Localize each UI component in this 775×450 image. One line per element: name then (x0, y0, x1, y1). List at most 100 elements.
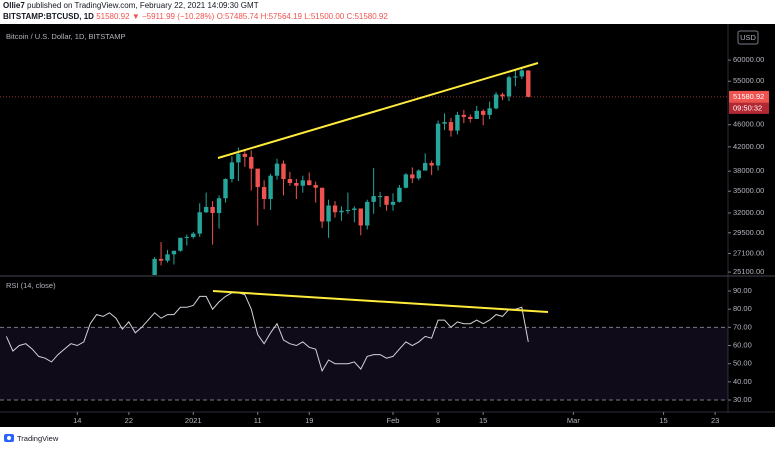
candle-body (184, 236, 190, 238)
y-tick-label: 40.00 (733, 377, 752, 386)
x-tick-label: Mar (567, 416, 580, 425)
x-tick-label: 8 (436, 416, 440, 425)
candle-body (390, 201, 396, 205)
published: published on TradingView.com, February 2… (27, 1, 259, 10)
candle-body (210, 206, 215, 214)
x-tick-label: 2021 (185, 416, 202, 425)
candle-body (319, 187, 325, 222)
trend-line (217, 62, 539, 159)
x-tick-label: 22 (125, 416, 133, 425)
candle-body (493, 94, 499, 109)
currency: USD (740, 33, 756, 42)
candle-body (500, 94, 505, 97)
candle-body (339, 210, 344, 213)
candle-body (513, 76, 518, 78)
pane-title: Bitcoin / U.S. Dollar, 1D, BITSTAMP (6, 32, 125, 41)
y-tick-label: 27100.00 (733, 248, 764, 257)
y-tick-label: 25100.00 (733, 267, 764, 276)
candle-body (429, 163, 434, 166)
x-tick-label: 14 (73, 416, 81, 425)
y-tick-label: 42000.00 (733, 142, 764, 151)
candle-body (242, 153, 248, 157)
x-tick-label: 11 (254, 416, 262, 425)
candle-body (249, 156, 254, 169)
symbol-line: BITSTAMP:BTCUSD, 1D 51580.92 ▼ −5911.99 … (3, 12, 388, 21)
y-tick-label: 29500.00 (733, 228, 764, 237)
candle-body (223, 179, 228, 199)
candle-body (165, 254, 170, 261)
candle-body (455, 114, 460, 131)
candle-body (332, 205, 338, 213)
candle-body (448, 122, 454, 131)
candle-body (191, 233, 196, 237)
candle-body (352, 208, 357, 210)
last-price-label: 51580.92 (733, 92, 764, 101)
candle-body (197, 212, 202, 234)
pane (152, 66, 531, 275)
candle-body (158, 258, 164, 261)
y-tick-label: 32000.00 (733, 208, 764, 217)
y-tick-label: 46000.00 (733, 120, 764, 129)
rsi-trend-line (212, 290, 549, 313)
candle-body (152, 258, 157, 275)
candle-body (442, 122, 447, 124)
author: Ollie7 (3, 1, 25, 10)
candle-body (236, 153, 241, 163)
candle-body (274, 163, 280, 176)
candle-body (261, 187, 267, 199)
x-tick-label: 19 (305, 416, 313, 425)
candle-body (377, 196, 383, 198)
candle-body (345, 209, 351, 211)
countdown: 09:50:32 (733, 103, 762, 112)
candle-body (468, 116, 473, 119)
price: 51580.92 (96, 12, 130, 21)
candle-body (294, 183, 299, 186)
x-tick-label: Feb (387, 416, 400, 425)
y-tick-label: 50.00 (733, 359, 752, 368)
candle-body (506, 77, 512, 97)
candle-body (397, 187, 402, 202)
candle-body (300, 180, 305, 186)
candle-body (268, 175, 273, 199)
rsi-line (5, 292, 529, 373)
y-tick-label: 35000.00 (733, 186, 764, 195)
y-tick-label: 60000.00 (733, 55, 764, 64)
candle-body (229, 162, 235, 180)
arrow: ▼ (132, 12, 140, 21)
candle-body (178, 237, 183, 251)
candle-body (474, 110, 479, 119)
candle-body (281, 163, 286, 180)
ohlc: O:57485.74 H:57564.19 L:51500.00 C:51580… (217, 12, 389, 21)
candle-body (287, 179, 293, 184)
candle-body (416, 170, 421, 179)
header-line: Ollie7 published on TradingView.com, Feb… (3, 1, 259, 10)
rsi-title: RSI (14, close) (6, 281, 56, 290)
candle-body (526, 70, 531, 97)
candle-body (371, 196, 376, 202)
countdown-box (729, 102, 769, 114)
candle-body (384, 196, 389, 205)
candle-body (203, 206, 209, 213)
change: −5911.99 (−10.28%) (142, 12, 215, 21)
candle-body (435, 123, 441, 166)
y-tick-label: 80.00 (733, 304, 752, 313)
symbol: BITSTAMP:BTCUSD, 1D (3, 12, 94, 21)
candle-body (358, 208, 363, 226)
y-tick-label: 70.00 (733, 322, 752, 331)
chart-area (0, 24, 775, 427)
candle-body (313, 185, 318, 188)
candle-body (423, 163, 428, 171)
marks: 60000.00 55000.00 46000.00 42000.00 38000.00… (0, 55, 769, 425)
candle-body (171, 250, 177, 255)
candle-body (255, 168, 260, 188)
y-tick-label: 60.00 (733, 340, 752, 349)
x-tick-label: 15 (659, 416, 667, 425)
footer (0, 427, 775, 450)
brand: TradingView (17, 434, 59, 443)
y-tick-label: 90.00 (733, 286, 752, 295)
candle-body (519, 70, 525, 77)
candle-body (480, 110, 486, 115)
x-tick-label: 15 (479, 416, 487, 425)
